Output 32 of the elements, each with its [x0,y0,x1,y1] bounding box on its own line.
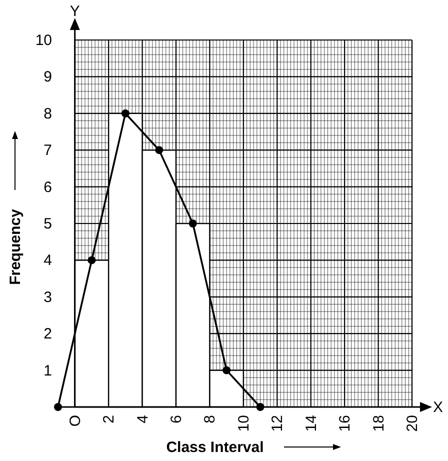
x-tick-label: 2 [100,415,118,424]
text: X [433,399,444,416]
point [188,220,197,228]
y-tick-label: 10 [35,32,52,49]
y-axis-title: Frequency [7,208,24,285]
y-tick-label: 7 [44,142,52,160]
y-tick-label: 4 [44,252,52,270]
x-tick-label: 20 [404,415,421,432]
y-tick-label: 3 [44,288,52,306]
x-tick-label: 8 [202,415,219,424]
x-tick-label: 16 [336,415,354,432]
y-tick-label: 6 [44,178,52,196]
x-tick-label: 18 [370,415,388,432]
x-tick-label: 4 [134,415,152,424]
point [256,403,264,411]
x-axis-title: Class Interval [166,439,264,456]
x-tick-label: 14 [302,415,320,432]
point [54,403,62,411]
point [121,109,130,118]
y-tick-label: 1 [44,362,52,380]
point [155,146,164,154]
x-tick-label: O [66,415,84,427]
y-tick-label: 5 [44,216,52,232]
point [88,256,96,264]
y-tick-label: 2 [44,326,52,343]
y-tick-label: 9 [44,68,52,86]
y-tick-label: 8 [44,105,52,122]
x-tick-label: 10 [235,415,252,432]
x-tick-label: 6 [168,415,185,424]
x-tick-label: 12 [269,415,286,432]
text: Y [70,3,80,20]
point [222,366,231,374]
